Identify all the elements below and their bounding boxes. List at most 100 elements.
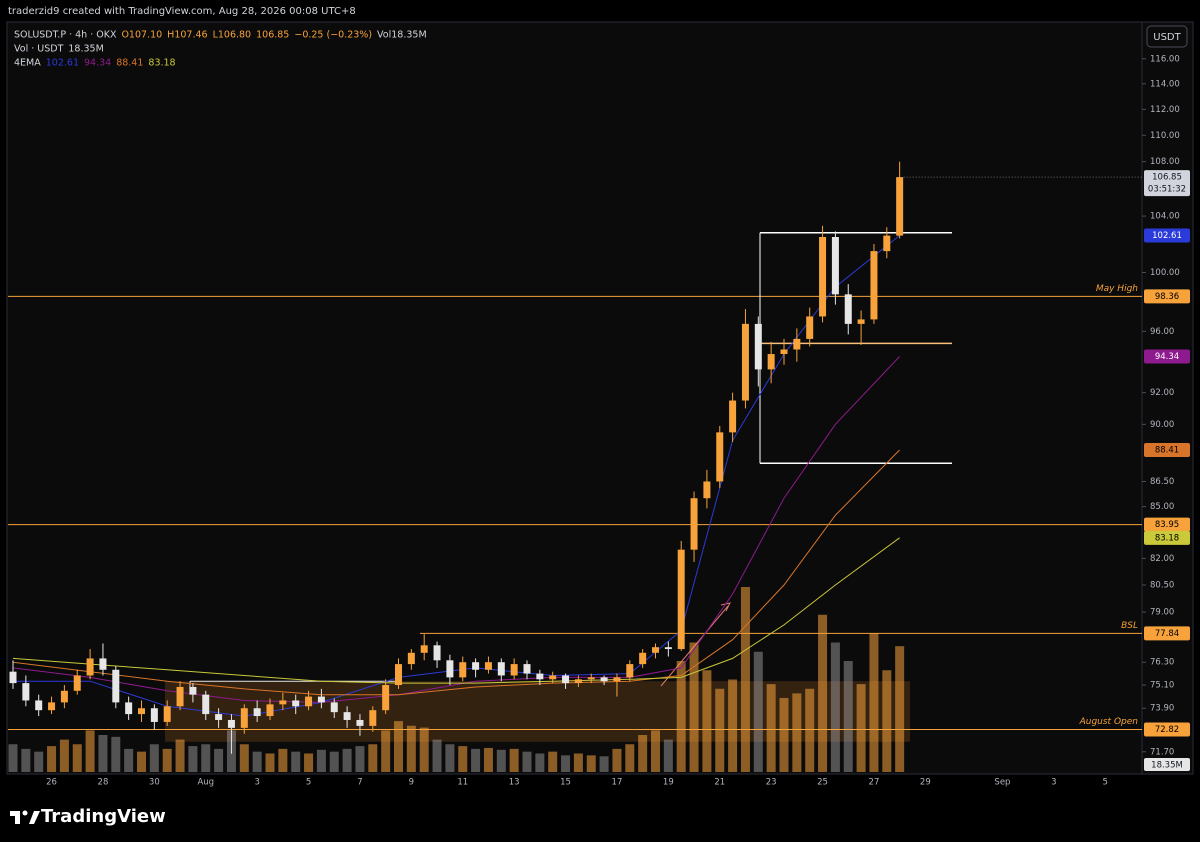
- candle-body: [266, 704, 274, 717]
- volume-bar: [869, 633, 879, 772]
- volume-tag: [1144, 758, 1190, 771]
- logo-mark: [29, 811, 40, 824]
- y-tick-label: 110.00: [1150, 131, 1180, 141]
- candle-body: [163, 706, 171, 722]
- volume-bar: [291, 751, 301, 772]
- volume-bar: [265, 753, 275, 772]
- volume-bar: [214, 748, 224, 772]
- volume-bar: [548, 751, 558, 772]
- ema-tag-text: 88.41: [1155, 446, 1179, 456]
- candle-body: [883, 235, 891, 252]
- ema-line: [12, 537, 900, 684]
- currency-button[interactable]: [1146, 25, 1188, 48]
- candle-body: [99, 658, 107, 670]
- candle-body: [395, 664, 402, 686]
- candle-body: [870, 251, 878, 320]
- candle-body: [356, 719, 364, 726]
- candle-body: [562, 675, 570, 684]
- volume-bar: [638, 735, 648, 772]
- candle-body: [600, 677, 608, 682]
- candle-body: [819, 236, 827, 317]
- candle-body: [549, 675, 557, 680]
- logo: [10, 810, 40, 824]
- x-tick-label: 15: [560, 778, 571, 788]
- candle-body: [9, 671, 17, 684]
- volume-bar: [843, 661, 853, 772]
- volume-bar: [239, 744, 249, 772]
- candle-body: [626, 664, 634, 678]
- candle-body: [857, 319, 865, 324]
- volume-bar: [59, 739, 69, 772]
- candle-body: [780, 349, 788, 355]
- candle-body: [690, 498, 698, 550]
- y-tick-label: 76.30: [1150, 658, 1174, 668]
- legend-text: Vol18.35M: [377, 30, 427, 41]
- x-tick-label: 7: [357, 778, 362, 788]
- volume-bar: [342, 748, 352, 772]
- volume-bar: [201, 744, 211, 772]
- x-tick-label: Aug: [197, 778, 214, 788]
- legend-text: −0.25 (−0.23%): [294, 30, 372, 41]
- volume-bar: [740, 587, 750, 772]
- level-label: August Open: [1079, 717, 1139, 727]
- candle-body: [510, 664, 518, 676]
- x-tick-label: 5: [1103, 778, 1108, 788]
- candle-body: [613, 677, 621, 682]
- legend-text: 88.41: [116, 58, 143, 69]
- y-tick-label: 85.00: [1150, 502, 1174, 512]
- currency[interactable]: USDT: [1153, 32, 1181, 43]
- candle-body: [138, 708, 145, 715]
- volume-bar: [509, 748, 519, 772]
- candle-body: [112, 669, 120, 703]
- volume-bar: [676, 661, 686, 772]
- candle-body: [35, 700, 43, 711]
- volume-bar: [175, 739, 185, 772]
- x-tick-label: 29: [920, 778, 931, 788]
- volume-bar: [316, 749, 326, 772]
- ema-tag: [1144, 530, 1190, 545]
- candle-body: [459, 662, 467, 678]
- candle-body: [716, 432, 724, 482]
- volume-bar: [368, 744, 378, 772]
- candle-body: [292, 700, 300, 707]
- x-tick-label: 11: [457, 778, 468, 788]
- level-label: BSL: [1121, 621, 1138, 631]
- candle-body: [330, 702, 338, 713]
- volume-bar: [895, 646, 905, 772]
- candle-body: [382, 685, 390, 711]
- last-price-tag-text: 106.85: [1152, 173, 1182, 183]
- logo-mark: [10, 811, 20, 824]
- y-tick-label: 108.00: [1150, 157, 1180, 167]
- volume-bar: [278, 748, 288, 772]
- candle-body: [639, 652, 647, 665]
- x-tick-label: 3: [254, 778, 259, 788]
- y-tick-label: 82.00: [1150, 554, 1174, 564]
- legend-text: H107.46: [167, 30, 207, 41]
- volume-bar: [72, 744, 82, 772]
- legend-text: Vol · USDT: [14, 44, 64, 55]
- candle-body: [433, 645, 441, 661]
- volume-bar: [85, 730, 95, 772]
- volume-bar: [651, 730, 660, 772]
- legend-text: SOLUSDT.P · 4h · OKX: [14, 30, 117, 41]
- y-tick-label: 86.50: [1150, 477, 1174, 487]
- volume-bar: [856, 684, 866, 772]
- candle-body: [279, 700, 287, 705]
- candle-body: [831, 236, 839, 295]
- legend-text: L106.80: [213, 30, 252, 41]
- candle-body: [664, 647, 672, 650]
- legend-text: 4EMA: [14, 58, 41, 69]
- candle-body: [125, 702, 133, 715]
- y-tick-label: 73.90: [1150, 704, 1174, 714]
- level-tag-text: 83.95: [1155, 520, 1179, 530]
- candle-body: [536, 673, 544, 680]
- y-tick-label: 100.00: [1150, 268, 1180, 278]
- candle-body: [729, 400, 737, 433]
- volume-bar: [612, 748, 622, 772]
- volume-bar: [111, 736, 121, 772]
- chart-panel: [6, 21, 1194, 775]
- x-tick-label: 23: [766, 778, 777, 788]
- level-label: May High: [1096, 284, 1138, 294]
